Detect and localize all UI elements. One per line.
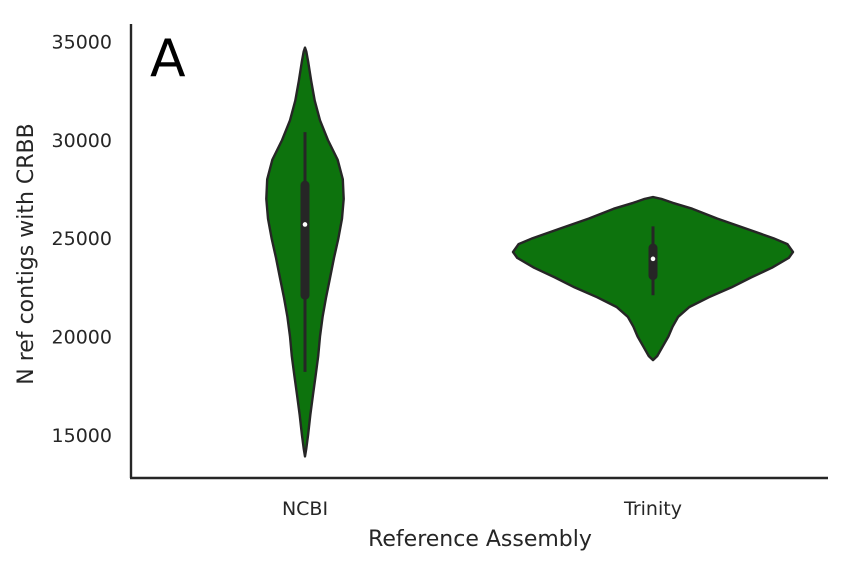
median-point-trinity bbox=[650, 256, 656, 262]
y-tick-label: 30000 bbox=[52, 130, 112, 152]
x-axis-label: Reference Assembly bbox=[368, 527, 592, 552]
y-tick-label: 20000 bbox=[52, 326, 112, 348]
x-tick-label-ncbi: NCBI bbox=[282, 498, 328, 520]
y-tick-label: 35000 bbox=[52, 32, 112, 54]
x-tick-labels: NCBI Trinity bbox=[282, 498, 682, 520]
y-tick-label: 25000 bbox=[52, 228, 112, 250]
median-point-ncbi bbox=[302, 222, 308, 227]
panel-label: A bbox=[150, 29, 186, 89]
x-tick-label-trinity: Trinity bbox=[623, 498, 682, 520]
y-axis-label: N ref contigs with CRBB bbox=[14, 123, 39, 384]
y-tick-labels: 15000 20000 25000 30000 35000 bbox=[52, 32, 112, 447]
violin-layer bbox=[265, 46, 795, 458]
y-tick-label: 15000 bbox=[52, 425, 112, 447]
